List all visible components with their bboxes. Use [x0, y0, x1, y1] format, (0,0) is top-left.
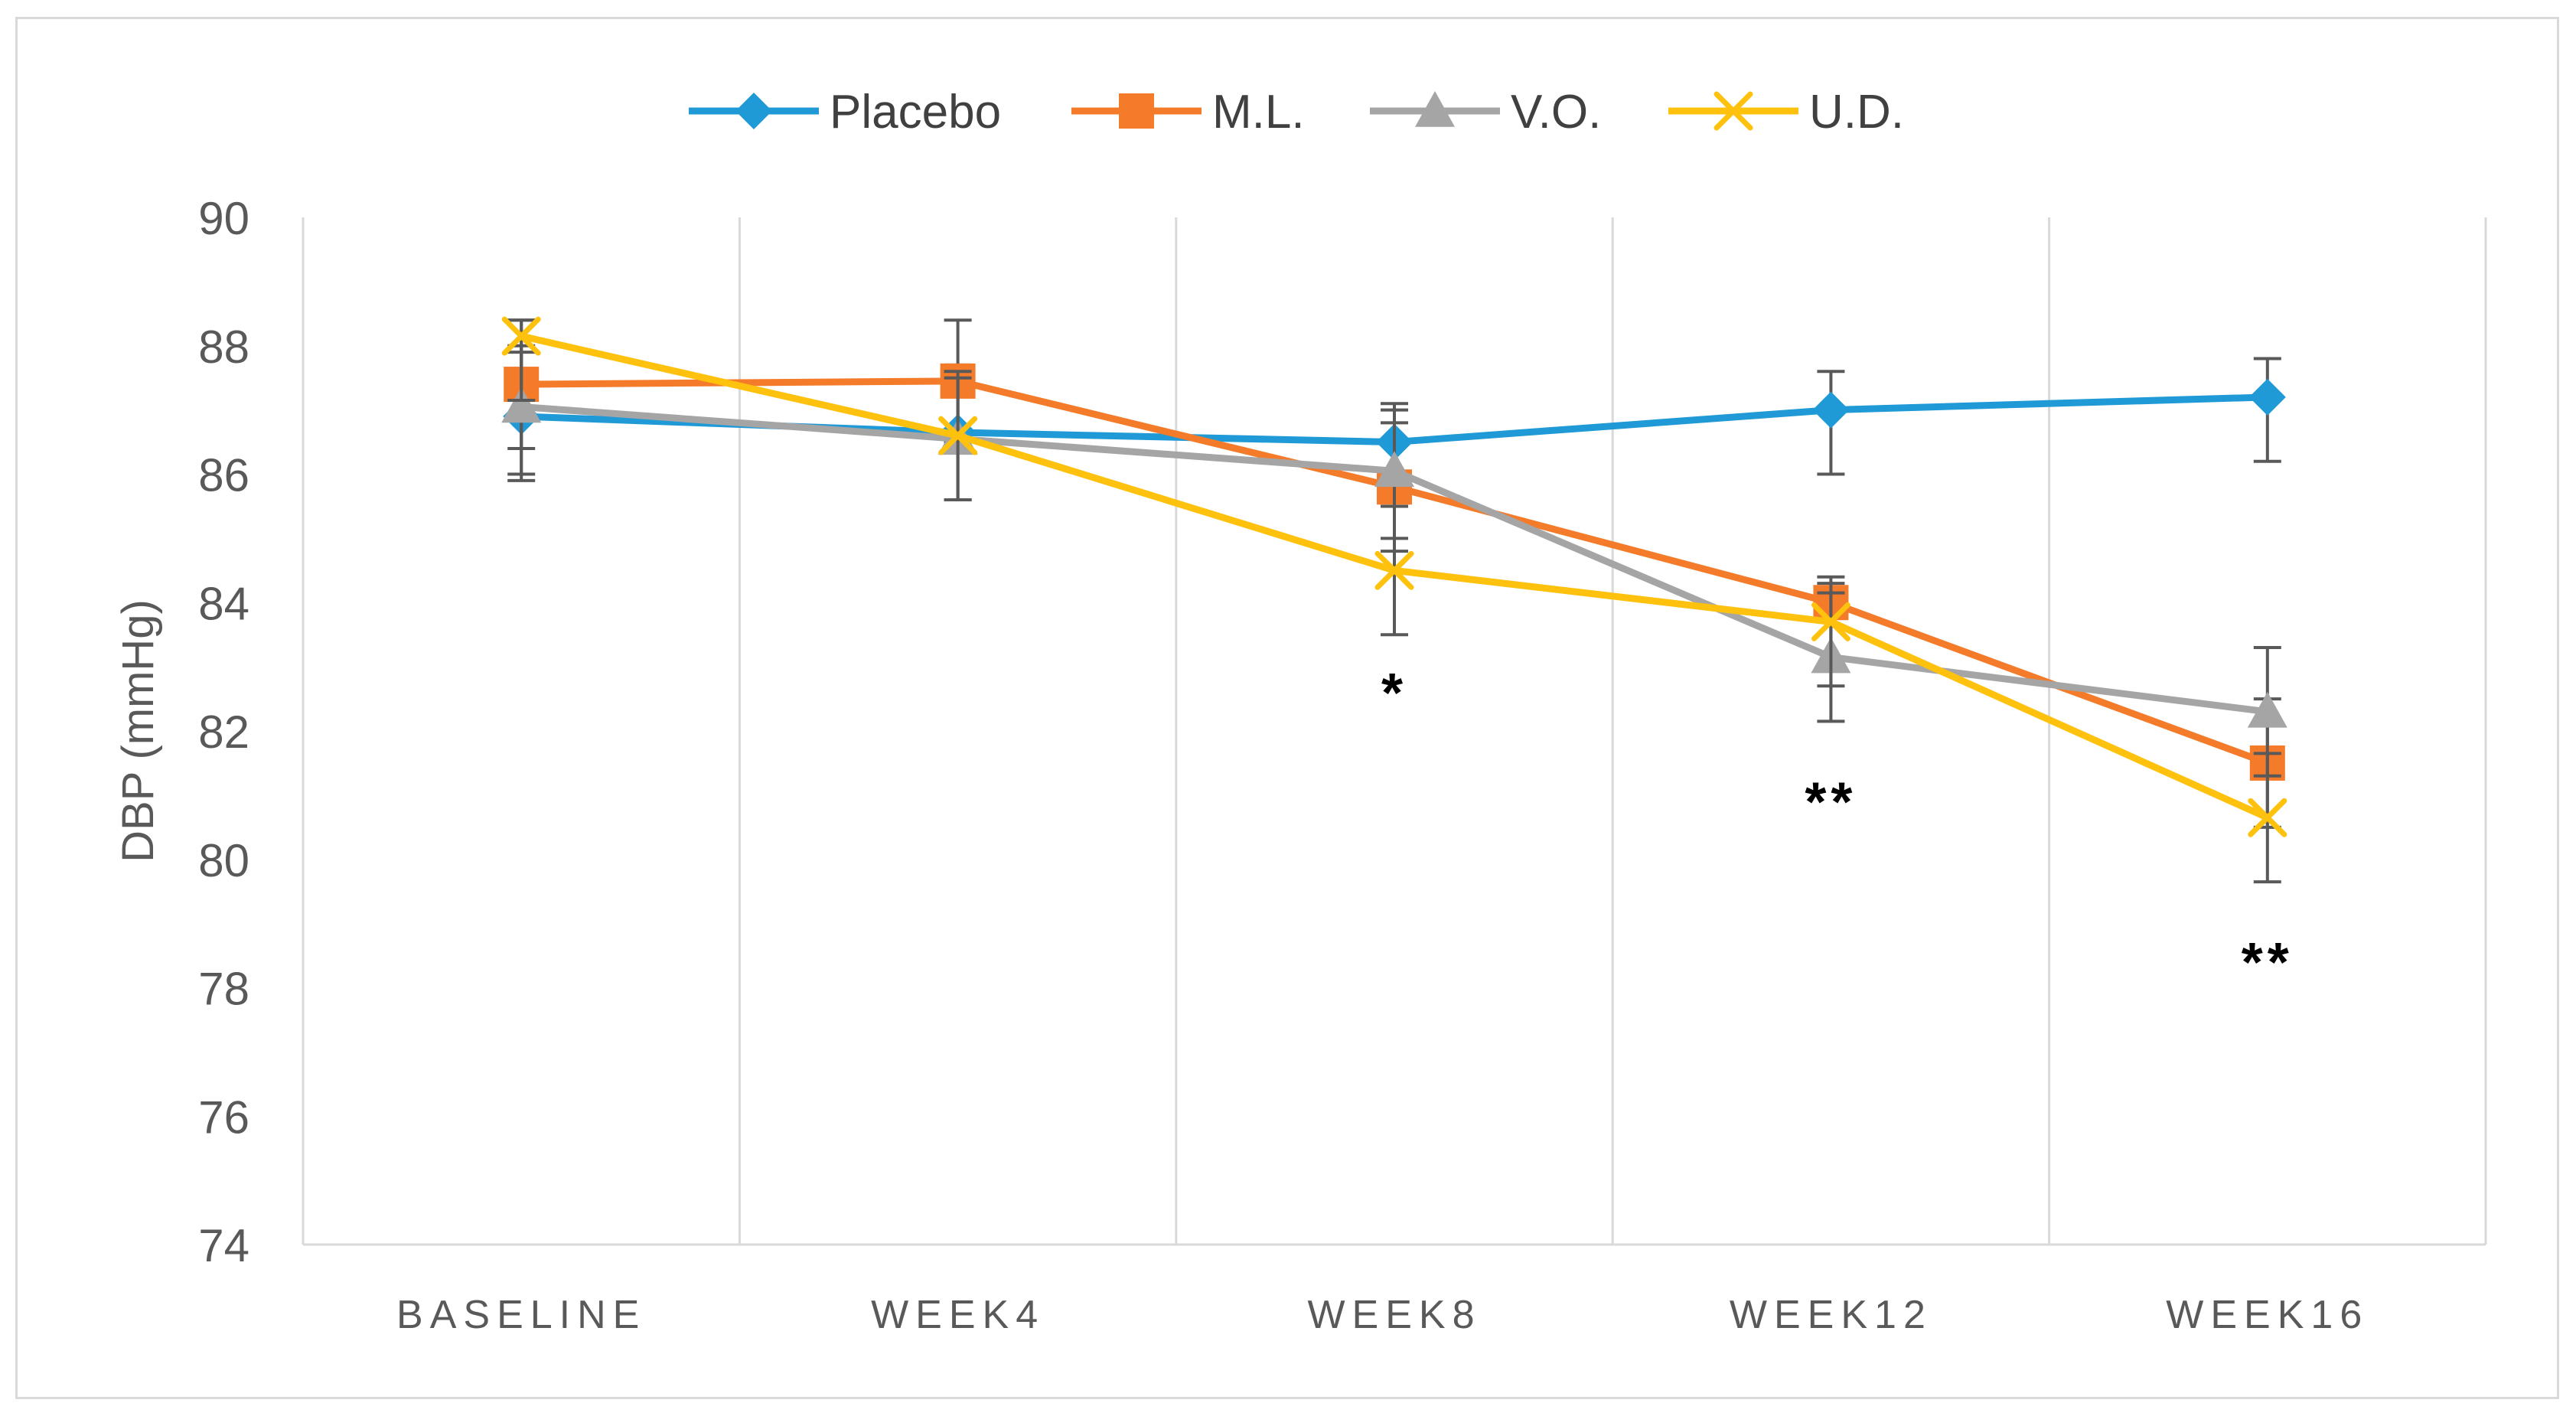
diamond-marker	[2248, 378, 2286, 416]
y-tick-label: 86	[198, 450, 249, 501]
x-tick-label: WEEK8	[1307, 1293, 1481, 1337]
y-tick-label: 90	[198, 193, 249, 244]
significance-asterisk: **	[1805, 772, 1857, 833]
gridlines	[302, 217, 2487, 1246]
x-axis: BASELINE WEEK4 WEEK8 WEEK12 WEEK16	[396, 1293, 2369, 1337]
legend-item-u-d: U.D.	[1668, 86, 1904, 139]
annotations: *****	[1381, 663, 2294, 993]
significance-asterisk: *	[1381, 663, 1407, 724]
x-marker-stroke	[1374, 550, 1414, 590]
x-tick-label: WEEK4	[871, 1293, 1045, 1337]
legend-label: U.D.	[1809, 86, 1904, 139]
x-marker-stroke	[501, 316, 541, 356]
diamond-marker	[735, 93, 772, 129]
y-axis-title: DBP (mmHg)	[113, 599, 163, 863]
diamond-marker	[1812, 391, 1850, 429]
y-tick-label: 80	[198, 835, 249, 886]
x-marker-stroke	[1714, 91, 1753, 131]
y-tick-label: 76	[198, 1091, 249, 1143]
chart-frame	[15, 17, 2559, 1399]
legend-item-m-l: M.L.	[1071, 86, 1305, 139]
legend-label: V.O.	[1511, 86, 1601, 139]
x-marker-stroke	[938, 416, 978, 455]
y-tick-label: 78	[198, 964, 249, 1015]
square-marker	[1119, 93, 1154, 129]
legend-item-v-o: V.O.	[1370, 86, 1601, 139]
y-tick-label: 84	[198, 578, 249, 629]
legend-label: M.L.	[1212, 86, 1305, 139]
series-u-d	[501, 316, 2287, 884]
error-bar	[1817, 582, 1845, 688]
y-tick-label: 74	[198, 1220, 249, 1271]
x-tick-label: BASELINE	[396, 1293, 646, 1337]
legend-item-placebo: Placebo	[689, 86, 1001, 139]
x-marker-stroke	[1811, 602, 1850, 641]
triangle-marker	[1374, 451, 1414, 488]
x-tick-label: WEEK16	[2166, 1293, 2369, 1337]
legend: Placebo M.L. V.O. U.D.	[689, 86, 1904, 139]
y-tick-label: 82	[198, 706, 249, 758]
triangle-marker	[2247, 691, 2287, 728]
legend-label: Placebo	[830, 86, 1001, 139]
y-axis: 74 76 78 80 82 84 86 88 90 DBP (mmHg)	[113, 193, 249, 1271]
y-tick-label: 88	[198, 321, 249, 373]
triangle-marker	[501, 387, 542, 423]
triangle-marker	[1415, 91, 1455, 127]
x-tick-label: WEEK12	[1730, 1293, 1932, 1337]
x-marker-stroke	[2248, 798, 2287, 837]
significance-asterisk: **	[2242, 932, 2294, 993]
